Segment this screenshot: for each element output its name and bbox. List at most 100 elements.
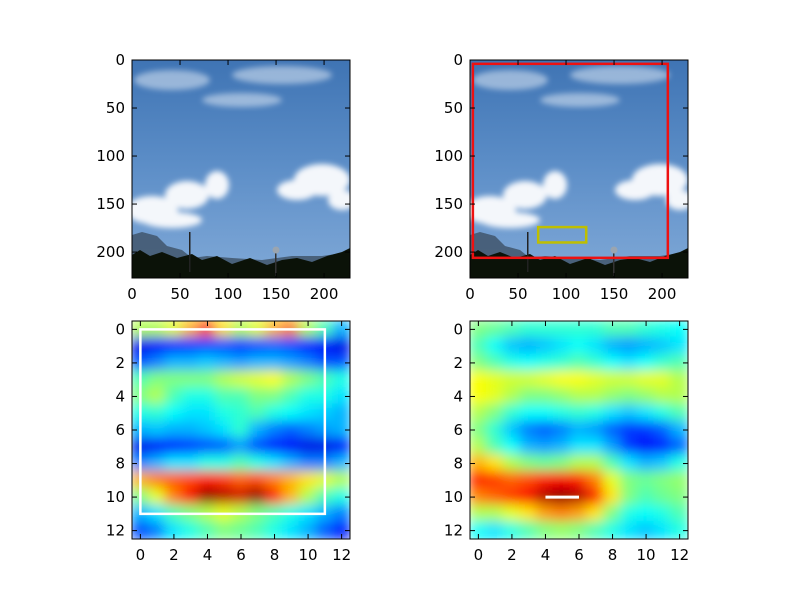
heatmap-cell	[181, 487, 201, 507]
y-tick-label: 10	[444, 488, 463, 506]
heatmap-cell	[470, 437, 488, 457]
y-tick-label: 2	[115, 354, 125, 372]
heatmap-cell	[147, 353, 167, 373]
heatmap-cell	[636, 403, 656, 423]
heatmap-cell	[502, 504, 522, 524]
y-tick-label: 6	[115, 421, 125, 439]
heatmap-cell	[536, 521, 555, 539]
heatmap-cell	[536, 454, 555, 473]
heatmap-cell	[569, 521, 589, 539]
heatmap-cell	[298, 353, 318, 373]
heatmap-cell	[265, 370, 284, 390]
y-tick-label: 4	[453, 387, 463, 405]
heatmap-cells	[132, 321, 350, 539]
heatmap-cell	[332, 420, 350, 440]
heatmap-cell	[164, 437, 184, 457]
heatmap-cell	[332, 437, 350, 457]
heatmap-cell	[653, 521, 673, 539]
heatmap-cell	[619, 454, 639, 473]
heatmap-cell	[502, 370, 522, 390]
heatmap-cell	[502, 454, 522, 473]
heatmap-cell	[248, 454, 268, 473]
y-tick-label: 100	[434, 147, 463, 165]
heatmap-cell	[619, 353, 639, 373]
heatmap-cell	[281, 470, 301, 490]
y-tick-label: 4	[115, 387, 125, 405]
x-tick-label: 8	[608, 546, 618, 564]
heatmap-cell	[164, 470, 184, 490]
heatmap-cell	[248, 336, 268, 356]
heatmap-cell	[298, 454, 318, 473]
heatmap-cell	[619, 420, 639, 440]
heatmap-cell	[198, 387, 217, 406]
heatmap-cell	[231, 470, 251, 490]
heatmap-cell	[536, 336, 555, 356]
heatmap-cell	[586, 521, 606, 539]
bounding-box	[536, 225, 588, 244]
heatmap-cell	[552, 454, 572, 473]
x-tick-label: 10	[637, 546, 656, 564]
heatmap-cell	[248, 470, 268, 490]
heatmap-cell	[214, 470, 234, 490]
y-tick-label: 8	[115, 455, 125, 473]
heatmap-cell	[281, 487, 301, 507]
heatmap-cell	[198, 370, 217, 390]
heatmap-cell	[332, 336, 350, 356]
heatmap-cell	[298, 336, 318, 356]
heatmap-cell	[181, 353, 201, 373]
heatmap-cell	[603, 387, 622, 406]
heatmap-cell	[132, 521, 150, 539]
heatmap-cell	[265, 521, 284, 539]
heatmap-cell	[198, 336, 217, 356]
heatmap-cell	[298, 470, 318, 490]
heatmap-cell	[470, 370, 488, 390]
x-tick-label: 0	[474, 546, 484, 564]
heatmap-cell	[231, 387, 251, 406]
heatmap-cell	[470, 454, 488, 473]
y-tick-label: 50	[444, 99, 463, 117]
panel-heatmap-right: 0 2 4 6 8 10 12 0 2 4 6 8 10 12	[444, 320, 689, 564]
y-tick-label: 2	[453, 354, 463, 372]
heatmap-cell	[198, 470, 217, 490]
y-tick-label: 12	[106, 522, 125, 540]
heatmap-cell	[653, 504, 673, 524]
heatmap-cell	[603, 336, 622, 356]
heatmap-cell	[281, 521, 301, 539]
heatmap-cell	[619, 470, 639, 490]
heatmap-cell	[603, 521, 622, 539]
sky-photo-image	[126, 60, 356, 278]
heatmap-cell	[181, 521, 201, 539]
heatmap-cell	[265, 454, 284, 473]
heatmap-cell	[502, 321, 522, 339]
y-tick-label: 50	[106, 99, 125, 117]
heatmap-cell	[470, 487, 488, 507]
heatmap-cell	[214, 353, 234, 373]
heatmap-cell	[502, 470, 522, 490]
heatmap-cell	[619, 504, 639, 524]
heatmap-cell	[298, 420, 318, 440]
heatmap-cell	[470, 470, 488, 490]
heatmap-cell	[164, 454, 184, 473]
x-tick-label: 0	[127, 285, 137, 303]
heatmap-cell	[164, 420, 184, 440]
heatmap-cell	[470, 336, 488, 356]
x-tick-label: 6	[236, 546, 246, 564]
heatmap-cell	[603, 353, 622, 373]
heatmap-cell	[552, 420, 572, 440]
heatmap-cell	[653, 454, 673, 473]
heatmap-cell	[636, 521, 656, 539]
heatmap-cell	[281, 454, 301, 473]
x-tick-label: 4	[203, 546, 213, 564]
heatmap-cell	[552, 437, 572, 457]
heatmap-cell	[181, 437, 201, 457]
x-tick-label: 8	[270, 546, 280, 564]
heatmap-cell	[214, 454, 234, 473]
heatmap-cell	[586, 470, 606, 490]
heatmap-cell	[569, 336, 589, 356]
heatmap-cell	[164, 336, 184, 356]
x-tick-label: 200	[648, 285, 677, 303]
heatmap-cell	[619, 487, 639, 507]
heatmap-cell	[603, 454, 622, 473]
heatmap-cell	[470, 420, 488, 440]
